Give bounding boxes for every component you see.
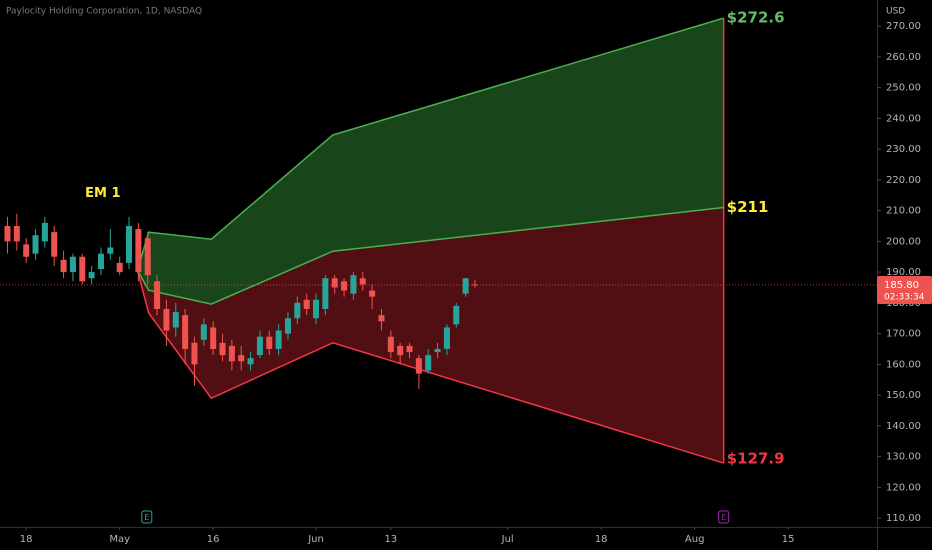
candle-body — [443, 327, 450, 349]
candle-body — [322, 278, 329, 310]
candle-body — [294, 302, 301, 319]
y-tick-label: 110.00 — [886, 513, 921, 524]
y-tick-label: 240.00 — [886, 113, 921, 124]
x-tick-label: 15 — [782, 534, 795, 545]
candle-body — [406, 345, 413, 353]
last-price-tag — [877, 276, 932, 305]
y-tick-label: 270.00 — [886, 21, 921, 32]
candle-body — [126, 225, 133, 263]
x-tick-label: 18 — [20, 534, 33, 545]
candle-body — [182, 315, 189, 349]
y-tick-label: 150.00 — [886, 390, 921, 401]
annotation: EM 1 — [85, 186, 120, 201]
y-tick-label: 120.00 — [886, 482, 921, 493]
candle-body — [359, 278, 366, 285]
candle-body — [387, 336, 394, 353]
candle-body — [453, 305, 460, 325]
candle-body — [32, 235, 39, 254]
candle-body — [69, 256, 76, 273]
candle-body — [13, 225, 20, 242]
y-tick-label: 170.00 — [886, 329, 921, 340]
last-price-label: 185.80 — [884, 280, 919, 291]
candle-body — [210, 327, 217, 349]
lower-band-area — [137, 207, 724, 464]
candle-body — [116, 262, 123, 273]
candle-body — [172, 312, 179, 328]
event-marker — [718, 510, 730, 524]
candle-body — [462, 278, 469, 294]
candle-body — [256, 336, 263, 356]
y-tick-label: 130.00 — [886, 452, 921, 463]
candle-body — [97, 253, 104, 270]
candle-body — [4, 225, 11, 242]
candle-body — [415, 358, 422, 374]
x-tick-label: 18 — [595, 534, 608, 545]
y-tick-label: 260.00 — [886, 52, 921, 63]
candle-body — [23, 244, 30, 257]
candle-body — [425, 355, 432, 371]
candle-body — [341, 281, 348, 291]
upper-band-label: $272.6 — [727, 9, 785, 27]
event-marker — [141, 510, 153, 524]
x-tick-label: May — [109, 534, 130, 545]
middle-band-label: $211 — [727, 198, 769, 216]
middle-band-line — [136, 206, 724, 305]
y-tick-label: 140.00 — [886, 421, 921, 432]
x-tick-label: Aug — [685, 534, 705, 545]
candle-body — [60, 259, 67, 273]
candle-body — [41, 222, 48, 242]
y-tick-label: 190.00 — [886, 267, 921, 278]
candle-body — [144, 238, 151, 276]
event-label: E — [721, 513, 726, 522]
y-tick-label: 200.00 — [886, 236, 921, 247]
candle-body — [219, 342, 226, 356]
candle-body — [238, 355, 245, 362]
y-tick-label: 250.00 — [886, 83, 921, 94]
x-tick-label: Jun — [307, 534, 324, 545]
countdown: 02:33:34 — [884, 293, 925, 303]
y-tick-label: 160.00 — [886, 359, 921, 370]
x-tick-label: 13 — [384, 534, 397, 545]
lower-band-label: $127.9 — [727, 450, 785, 468]
y-tick-label: 230.00 — [886, 144, 921, 155]
upper-band-area — [137, 18, 724, 305]
candle-body — [369, 290, 376, 297]
candle-body — [228, 345, 235, 362]
candle-body — [434, 348, 441, 353]
candle-body — [107, 247, 114, 254]
candle-body — [154, 281, 161, 310]
currency: USD — [886, 7, 905, 17]
y-tick-label: 220.00 — [886, 175, 921, 186]
candle-body — [275, 330, 282, 349]
x-tick-label: Jul — [501, 534, 514, 545]
candle-body — [397, 345, 404, 356]
candle-body — [378, 315, 385, 322]
candle-body — [51, 232, 58, 257]
chart-title: Paylocity Holding Corporation, 1D, NASDA… — [6, 7, 202, 17]
candle-body — [331, 278, 338, 288]
candle-body — [88, 272, 95, 279]
candle-body — [191, 342, 198, 365]
event-label: E — [144, 513, 149, 522]
candle-body — [350, 275, 357, 294]
candle-body — [313, 299, 320, 319]
candle-body — [135, 229, 142, 273]
candle-body — [247, 358, 254, 365]
candle-body — [303, 299, 310, 310]
candle-body — [266, 336, 273, 349]
lower-band-line — [136, 270, 724, 464]
candle-body — [200, 324, 207, 340]
candle-body — [163, 309, 170, 331]
x-tick-label: 16 — [207, 534, 220, 545]
candle-body — [284, 318, 291, 334]
candle-body — [79, 256, 86, 282]
y-tick-label: 210.00 — [886, 206, 921, 217]
